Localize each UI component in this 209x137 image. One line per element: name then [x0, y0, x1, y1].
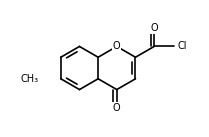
Text: O: O — [113, 103, 121, 113]
Text: O: O — [150, 23, 158, 33]
Text: CH₃: CH₃ — [20, 74, 38, 84]
Text: Cl: Cl — [177, 42, 187, 52]
Text: O: O — [113, 42, 121, 52]
